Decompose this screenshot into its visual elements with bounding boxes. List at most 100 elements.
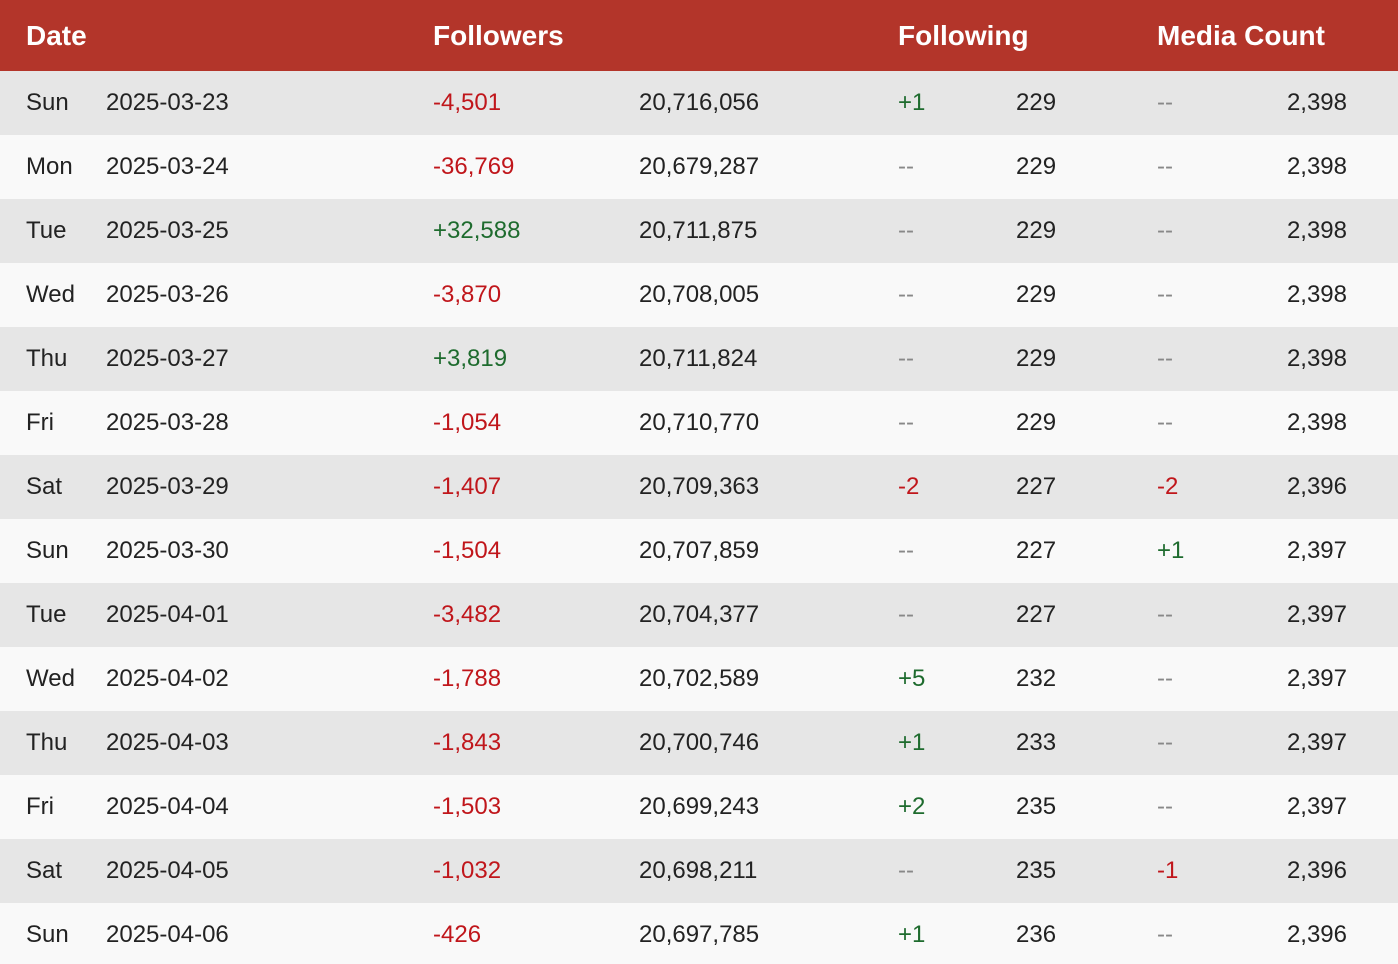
followers-change-cell: -1,503	[433, 793, 502, 820]
media-change-cell: --	[1157, 345, 1173, 372]
table-body: Sun 2025-03-23 -4,501 20,716,056 +1 229 -- 2,39…	[0, 71, 1398, 964]
date-cell: 2025-04-06	[106, 921, 229, 948]
followers-total-cell: 20,711,824	[639, 345, 758, 372]
following-total-cell: 229	[1016, 281, 1057, 308]
date-cell: 2025-04-05	[106, 857, 229, 884]
table-row: Tue 2025-04-01 -3,482 20,704,377 -- 227 -- 2,39…	[0, 583, 1398, 647]
table-row: Fri 2025-04-04 -1,503 20,699,243 +2 235 -- 2,39…	[0, 775, 1398, 839]
media-total-cell: 2,397	[1286, 537, 1347, 564]
date-cell: 2025-03-28	[106, 409, 229, 436]
media-change-cell: --	[1157, 793, 1173, 820]
followers-change-cell: -3,482	[433, 601, 502, 628]
table-row: Sat 2025-03-29 -1,407 20,709,363 -2 227 -2 2,39…	[0, 455, 1398, 519]
following-total-cell: 227	[1016, 537, 1057, 564]
media-total-cell: 2,397	[1286, 729, 1347, 756]
media-change-cell: --	[1157, 665, 1173, 692]
followers-total-cell: 20,697,785	[639, 921, 760, 948]
table-row: Thu 2025-04-03 -1,843 20,700,746 +1 233 -- 2,39…	[0, 711, 1398, 775]
following-total-cell: 229	[1016, 409, 1057, 436]
followers-change-cell: -1,032	[433, 857, 502, 884]
followers-total-cell: 20,710,770	[639, 409, 760, 436]
followers-change-cell: -1,504	[433, 537, 502, 564]
date-cell: 2025-04-04	[106, 793, 229, 820]
header-media-count[interactable]: Media Count	[1157, 20, 1325, 51]
following-total-cell: 227	[1016, 601, 1057, 628]
header-followers[interactable]: Followers	[433, 20, 564, 51]
table-row: Wed 2025-04-02 -1,788 20,702,589 +5 232 -- 2,39…	[0, 647, 1398, 711]
media-total-cell: 2,396	[1286, 857, 1347, 884]
followers-total-cell: 20,698,211	[639, 857, 758, 884]
following-change-cell: +5	[898, 665, 926, 692]
following-total-cell: 229	[1016, 345, 1057, 372]
media-change-cell: --	[1157, 921, 1173, 948]
day-cell: Tue	[26, 601, 67, 628]
table-row: Sat 2025-04-05 -1,032 20,698,211 -- 235 -1 2,39…	[0, 839, 1398, 903]
followers-change-cell: -3,870	[433, 281, 502, 308]
followers-total-cell: 20,700,746	[639, 729, 760, 756]
following-change-cell: -2	[898, 473, 920, 500]
media-change-cell: --	[1157, 89, 1173, 116]
table-row: Tue 2025-03-25 +32,588 20,711,875 -- 229 -- 2,3…	[0, 199, 1398, 263]
day-cell: Thu	[26, 345, 68, 372]
day-cell: Mon	[26, 153, 73, 180]
media-total-cell: 2,398	[1286, 345, 1347, 372]
followers-total-cell: 20,709,363	[639, 473, 760, 500]
following-change-cell: --	[898, 217, 914, 244]
media-total-cell: 2,398	[1286, 281, 1347, 308]
followers-change-cell: -1,407	[433, 473, 502, 500]
media-change-cell: --	[1157, 729, 1173, 756]
media-total-cell: 2,397	[1286, 793, 1347, 820]
followers-total-cell: 20,704,377	[639, 601, 760, 628]
media-change-cell: -1	[1157, 857, 1179, 884]
following-total-cell: 235	[1016, 857, 1057, 884]
following-total-cell: 232	[1016, 665, 1057, 692]
following-total-cell: 235	[1016, 793, 1057, 820]
media-total-cell: 2,398	[1286, 153, 1347, 180]
followers-change-cell: -1,788	[433, 665, 502, 692]
media-total-cell: 2,398	[1286, 409, 1347, 436]
date-cell: 2025-04-01	[106, 601, 229, 628]
date-cell: 2025-03-24	[106, 153, 229, 180]
media-change-cell: --	[1157, 601, 1173, 628]
followers-change-cell: -36,769	[433, 153, 515, 180]
following-change-cell: --	[898, 857, 914, 884]
day-cell: Fri	[26, 793, 54, 820]
following-change-cell: --	[898, 153, 914, 180]
followers-change-cell: -1,054	[433, 409, 502, 436]
day-cell: Sat	[26, 473, 63, 500]
followers-change-cell: -426	[433, 921, 482, 948]
table-row: Thu 2025-03-27 +3,819 20,711,824 -- 229 -- 2,39…	[0, 327, 1398, 391]
media-total-cell: 2,396	[1286, 921, 1347, 948]
media-change-cell: --	[1157, 281, 1173, 308]
media-change-cell: --	[1157, 409, 1173, 436]
day-cell: Fri	[26, 409, 54, 436]
following-change-cell: +1	[898, 89, 926, 116]
followers-total-cell: 20,716,056	[639, 89, 760, 116]
table-row: Sun 2025-03-30 -1,504 20,707,859 -- 227 +1 2,39…	[0, 519, 1398, 583]
date-cell: 2025-04-02	[106, 665, 229, 692]
date-cell: 2025-03-26	[106, 281, 229, 308]
media-total-cell: 2,396	[1286, 473, 1347, 500]
date-cell: 2025-03-23	[106, 89, 229, 116]
date-cell: 2025-03-29	[106, 473, 229, 500]
following-total-cell: 229	[1016, 89, 1057, 116]
following-change-cell: +1	[898, 921, 926, 948]
date-cell: 2025-03-30	[106, 537, 229, 564]
header-date[interactable]: Date	[26, 20, 87, 51]
followers-total-cell: 20,708,005	[639, 281, 760, 308]
following-total-cell: 236	[1016, 921, 1057, 948]
media-change-cell: -2	[1157, 473, 1179, 500]
date-cell: 2025-04-03	[106, 729, 229, 756]
media-total-cell: 2,398	[1286, 89, 1347, 116]
day-cell: Sun	[26, 921, 69, 948]
followers-change-cell: +32,588	[433, 217, 521, 244]
media-change-cell: --	[1157, 153, 1173, 180]
media-change-cell: --	[1157, 217, 1173, 244]
following-change-cell: --	[898, 537, 914, 564]
header-following[interactable]: Following	[898, 20, 1029, 51]
table-row: Sun 2025-03-23 -4,501 20,716,056 +1 229 -- 2,39…	[0, 71, 1398, 135]
day-cell: Wed	[26, 281, 75, 308]
following-change-cell: --	[898, 281, 914, 308]
followers-total-cell: 20,702,589	[639, 665, 760, 692]
